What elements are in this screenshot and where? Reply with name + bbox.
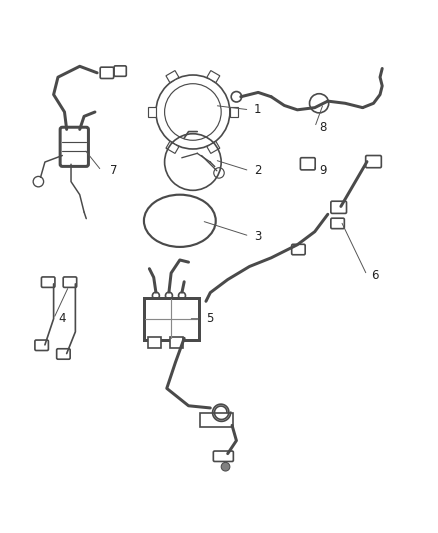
FancyBboxPatch shape [100, 67, 114, 78]
Polygon shape [166, 70, 179, 83]
FancyBboxPatch shape [366, 156, 381, 168]
FancyBboxPatch shape [63, 277, 77, 287]
FancyBboxPatch shape [144, 298, 198, 340]
Polygon shape [148, 107, 156, 117]
FancyBboxPatch shape [57, 349, 70, 359]
Text: 6: 6 [371, 269, 379, 282]
FancyBboxPatch shape [42, 277, 55, 287]
FancyBboxPatch shape [213, 451, 233, 462]
Polygon shape [207, 141, 220, 154]
FancyBboxPatch shape [114, 66, 126, 76]
FancyBboxPatch shape [35, 340, 48, 351]
Text: 5: 5 [206, 312, 213, 325]
FancyBboxPatch shape [170, 336, 183, 348]
Circle shape [221, 462, 230, 471]
FancyBboxPatch shape [331, 201, 346, 213]
FancyBboxPatch shape [148, 336, 161, 348]
FancyBboxPatch shape [60, 127, 88, 166]
Text: 1: 1 [254, 103, 261, 116]
Polygon shape [230, 107, 238, 117]
Text: 2: 2 [254, 164, 261, 177]
Text: 9: 9 [319, 164, 327, 177]
FancyBboxPatch shape [331, 218, 344, 229]
Text: 3: 3 [254, 230, 261, 243]
Text: 4: 4 [58, 312, 65, 325]
FancyBboxPatch shape [200, 413, 233, 426]
Polygon shape [207, 70, 220, 83]
Polygon shape [166, 141, 179, 154]
FancyBboxPatch shape [300, 158, 315, 170]
FancyBboxPatch shape [292, 244, 305, 255]
Text: 7: 7 [110, 164, 118, 177]
Text: 8: 8 [319, 121, 326, 134]
